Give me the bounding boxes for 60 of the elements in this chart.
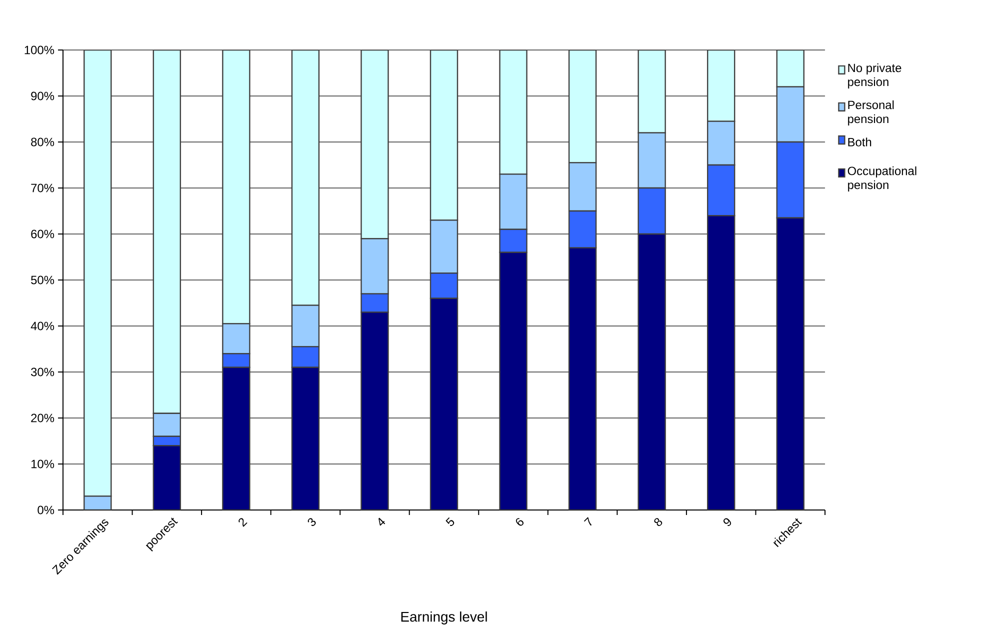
bar [291,50,320,306]
bar [222,323,250,354]
y-tick-label: 80% [31,138,54,146]
y-tick-label: 70% [31,184,54,192]
bar [568,247,597,510]
x-axis-title: Earnings level [401,611,487,624]
bar [568,162,597,212]
x-tick-label: 4 [378,518,386,526]
x-tick-label: 9 [723,518,732,526]
bar [499,174,528,230]
bar [152,445,182,510]
bar [84,50,112,497]
legend-label: Occupational pension [848,166,916,192]
legend-label: Personal pension [848,100,894,126]
bar [222,50,250,324]
y-tick-label: 30% [31,368,54,376]
bar [776,217,804,510]
bar [707,120,736,166]
bar [430,298,458,510]
bar [499,228,528,253]
bar [152,50,182,414]
y-tick-label: 40% [30,322,54,330]
bar [360,312,389,510]
bar [707,50,736,122]
bar [568,50,597,164]
bar [360,293,389,313]
x-tick-label: 7 [584,517,592,526]
x-tick-label: 6 [516,518,524,526]
x-tick-label: 5 [446,517,454,526]
bar [638,132,666,189]
bar [499,50,528,175]
bar [776,50,804,88]
bar [360,238,389,294]
bar [776,86,804,143]
bar [222,353,250,368]
bar [430,50,458,221]
bar [291,304,320,348]
y-tick-label: 90% [31,92,54,100]
x-tick-label: 3 [308,518,316,526]
bar [222,366,250,510]
bar [499,252,528,510]
bar [430,220,458,274]
y-tick-label: 10% [31,460,54,468]
y-tick-label: 100% [24,46,54,54]
legend-label: Both [848,138,872,146]
y-tick-label: 20% [31,414,54,422]
y-tick-label: 0% [38,506,54,514]
bar [430,272,458,299]
bar [291,346,320,368]
x-tick-label: 8 [654,518,662,526]
bar [360,50,389,240]
legend-label: No private pension [848,63,902,88]
y-tick-label: 50% [31,276,54,284]
bar [638,233,666,510]
bar [291,366,320,510]
x-tick-label: 2 [238,518,248,527]
bar [638,50,666,134]
bar [707,215,736,510]
y-tick-label: 60% [31,230,54,238]
bar [152,412,182,437]
